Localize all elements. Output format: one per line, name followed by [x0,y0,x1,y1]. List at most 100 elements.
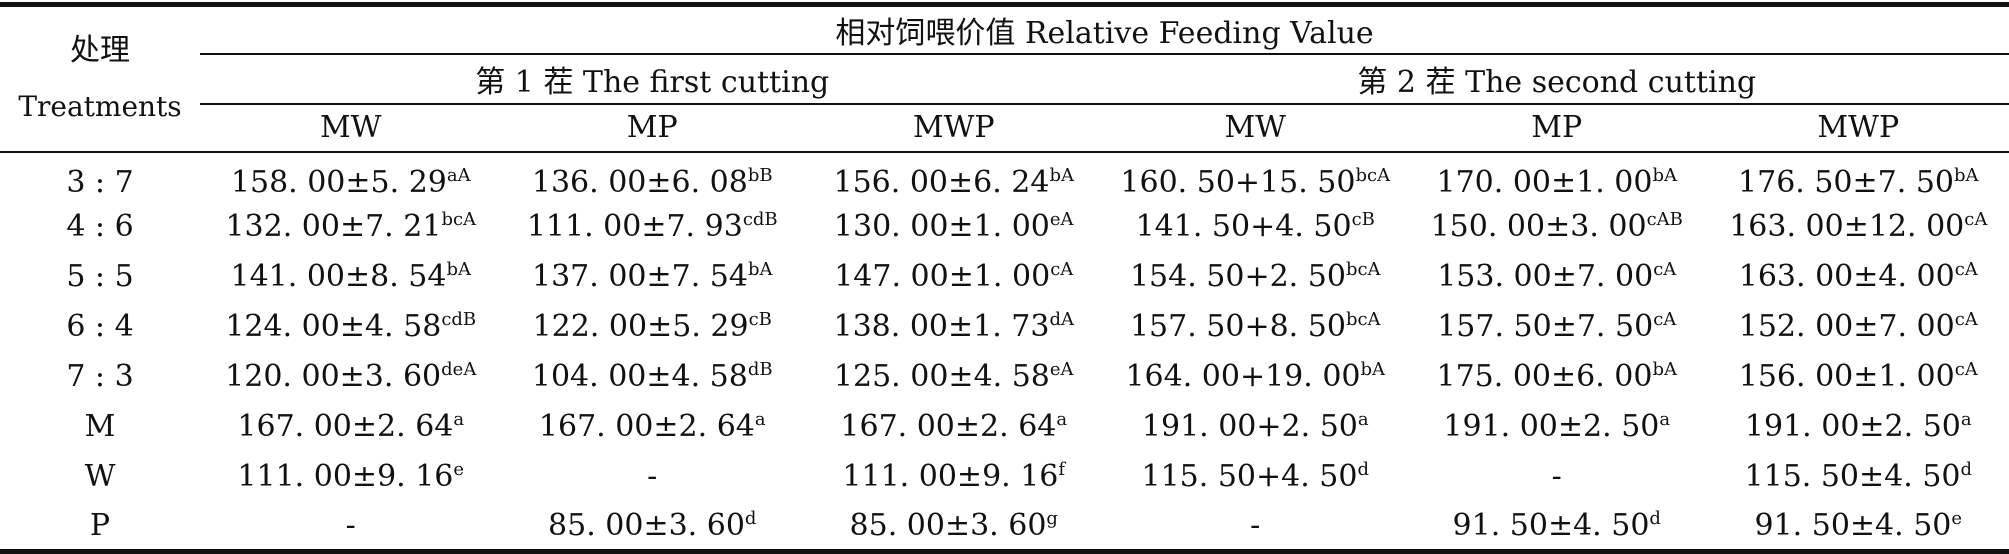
value-cell: 156. 00±1. 00cA [1708,352,2009,402]
cell-value: 160. 50+15. 50 [1120,165,1355,200]
cell-value: 115. 50+4. 50 [1141,459,1357,494]
value-cell: 156. 00±6. 24bA [803,152,1105,202]
significance-letter: aA [447,165,471,186]
value-cell: 157. 50±7. 50cA [1406,302,1708,352]
cell-value: 156. 00±6. 24 [833,165,1049,200]
cell-value: 191. 00±2. 50 [1745,409,1961,444]
value-cell: 115. 50±4. 50d [1708,452,2009,502]
cell-value: 167. 00±2. 64 [840,409,1056,444]
cell-value: 164. 00+19. 00 [1125,359,1360,394]
value-cell: 111. 00±9. 16e [200,452,502,502]
significance-letter: bA [446,259,471,280]
cell-value: 167. 00±2. 64 [539,409,755,444]
significance-letter: bcA [1346,309,1381,330]
col-header-c2-mp: MP [1406,104,1708,152]
cell-value: 137. 00±7. 54 [532,259,748,294]
significance-letter: cdB [743,209,778,230]
treatment-cell: 4 : 6 [0,202,200,252]
cell-value: 115. 50±4. 50 [1745,459,1961,494]
value-cell: 191. 00±2. 50a [1406,402,1708,452]
value-cell: - [200,502,502,552]
cell-value: 154. 50+2. 50 [1130,259,1346,294]
significance-letter: f [1058,459,1065,480]
cell-value: 167. 00±2. 64 [237,409,453,444]
col-header-c2-mwp: MWP [1708,104,2009,152]
cell-value: 156. 00±1. 00 [1739,359,1955,394]
significance-letter: bcA [1355,165,1390,186]
significance-letter: cA [1653,309,1676,330]
treatment-cell: 6 : 4 [0,302,200,352]
value-cell: 125. 00±4. 58eA [803,352,1105,402]
value-cell: - [1406,452,1708,502]
cell-value: 157. 50±7. 50 [1437,309,1653,344]
cell-value: 191. 00±2. 50 [1443,409,1659,444]
value-cell: 164. 00+19. 00bA [1105,352,1407,402]
value-cell: 167. 00±2. 64a [803,402,1105,452]
cell-value: 91. 50±4. 50 [1755,508,1952,543]
value-cell: 122. 00±5. 29cB [502,302,804,352]
cutting2-header: 第 2 茬 The second cutting [1105,54,2009,104]
cell-value: 111. 00±9. 16 [842,459,1058,494]
value-cell: 160. 50+15. 50bcA [1105,152,1407,202]
significance-letter: bA [1652,165,1677,186]
cell-value: - [647,459,657,494]
cell-value: 138. 00±1. 73 [833,309,1049,344]
significance-letter: bcA [1346,259,1381,280]
significance-letter: cA [1964,209,1987,230]
treatment-cell: W [0,452,200,502]
cell-value: 85. 00±3. 60 [548,508,745,543]
cell-value: 124. 00±4. 58 [225,309,441,344]
treatment-cell: 7 : 3 [0,352,200,402]
cell-value: 150. 00±3. 00 [1431,209,1647,244]
treatment-header: 处理 Treatments [0,5,200,152]
value-cell: 167. 00±2. 64a [502,402,804,452]
cell-value: 163. 00±12. 00 [1729,209,1964,244]
cell-value: - [1552,459,1562,494]
value-cell: 157. 50+8. 50bcA [1105,302,1407,352]
treatment-cell: 5 : 5 [0,252,200,302]
significance-letter: cA [1050,259,1073,280]
significance-letter: d [745,508,757,529]
cell-value: 132. 00±7. 21 [225,209,441,244]
cell-value: 125. 00±4. 58 [834,359,1050,394]
cell-value: 176. 50±7. 50 [1738,165,1954,200]
cell-value: 153. 00±7. 00 [1437,259,1653,294]
value-cell: 91. 50±4. 50d [1406,502,1708,552]
significance-letter: eA [1050,209,1074,230]
cell-value: 163. 00±4. 00 [1739,259,1955,294]
table-head: 处理 Treatments 相对饲喂价值 Relative Feeding Va… [0,5,2009,152]
significance-letter: cA [1955,359,1978,380]
value-cell: 158. 00±5. 29aA [200,152,502,202]
cell-value: 141. 00±8. 54 [230,259,446,294]
cell-value: 147. 00±1. 00 [834,259,1050,294]
cell-value: - [346,508,356,543]
value-cell: 191. 00±2. 50a [1708,402,2009,452]
significance-letter: a [1659,409,1670,430]
cell-value: 136. 00±6. 08 [532,165,748,200]
cell-value: 158. 00±5. 29 [231,165,447,200]
significance-letter: dA [1049,309,1074,330]
significance-letter: bcA [441,209,476,230]
value-cell: 147. 00±1. 00cA [803,252,1105,302]
value-cell: 85. 00±3. 60g [803,502,1105,552]
cutting1-header: 第 1 茬 The first cutting [200,54,1105,104]
treatment-cell: 3 : 7 [0,152,200,202]
cell-value: - [1250,508,1260,543]
significance-letter: bB [748,165,773,186]
value-cell: 141. 50+4. 50cB [1105,202,1407,252]
significance-letter: d [1649,508,1661,529]
significance-letter: bA [1954,165,1979,186]
value-cell: 191. 00+2. 50a [1105,402,1407,452]
value-cell: 163. 00±12. 00cA [1708,202,2009,252]
significance-letter: eA [1050,359,1074,380]
col-header-c1-mw: MW [200,104,502,152]
value-cell: 176. 50±7. 50bA [1708,152,2009,202]
significance-letter: a [1056,409,1067,430]
